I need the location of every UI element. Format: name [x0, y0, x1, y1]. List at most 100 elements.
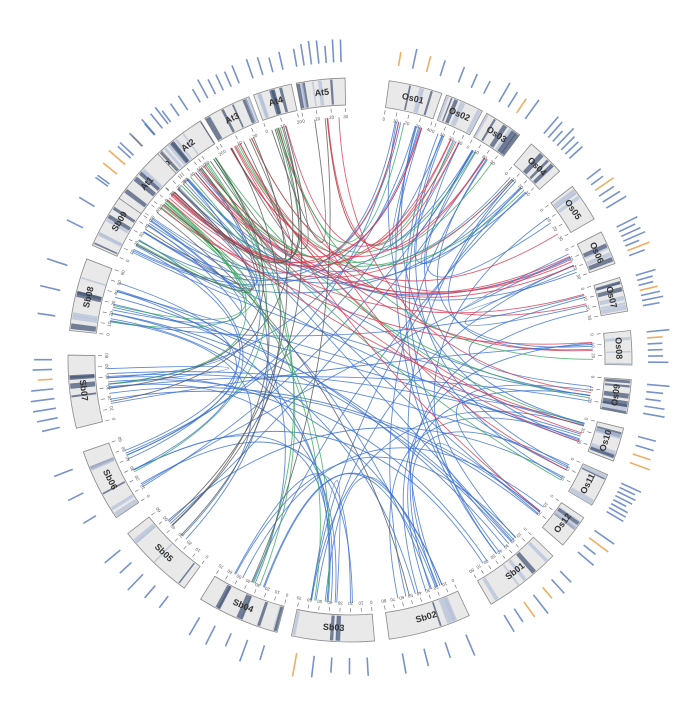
gene-label-mark	[159, 596, 168, 608]
axis-tick-label: 20	[348, 601, 354, 606]
gene-label-mark	[625, 240, 639, 246]
axis-tick-label: 30	[502, 543, 509, 550]
gene-label-mark	[279, 52, 283, 70]
synteny-link	[115, 297, 513, 539]
axis-tick-label: 20	[185, 539, 192, 546]
axis-tick	[180, 174, 183, 177]
axis-tick	[120, 258, 124, 260]
axis-tick-label: 30	[557, 235, 564, 242]
axis-tick-label: 0	[564, 247, 570, 252]
gene-label-mark	[609, 508, 626, 518]
synteny-link	[235, 474, 351, 603]
axis-tick-label: 0	[145, 493, 151, 498]
gene-label-mark	[192, 89, 200, 102]
axis-tick	[308, 605, 309, 609]
axis-tick-label: 0	[431, 129, 436, 135]
synteny-link	[111, 319, 333, 603]
axis-tick	[565, 234, 568, 236]
axis-tick-label: 0	[549, 494, 555, 499]
gene-label-mark	[301, 44, 304, 65]
gene-label-mark	[517, 99, 527, 113]
axis-tick	[577, 461, 581, 463]
axis-tick-label: 0	[125, 258, 131, 263]
axis-tick	[470, 140, 472, 143]
axis-tick	[412, 600, 413, 604]
axis-tick-label: 80	[381, 598, 387, 604]
axis-tick	[552, 214, 555, 216]
axis-tick	[198, 159, 200, 162]
axis-tick	[245, 585, 247, 589]
axis-tick-label: 20	[107, 395, 113, 401]
axis-tick	[187, 168, 190, 171]
axis-tick-label: 50	[120, 445, 127, 452]
axis-tick	[567, 480, 570, 482]
gene-label-mark	[533, 595, 548, 614]
gene-label-mark	[639, 282, 654, 286]
synteny-link	[157, 212, 409, 595]
gene-label-mark	[189, 617, 199, 635]
axis-tick	[438, 592, 439, 596]
axis-tick-label: 0	[580, 287, 586, 291]
gene-label-mark	[548, 122, 562, 138]
synteny-link	[408, 391, 591, 591]
gene-label-mark	[292, 653, 296, 676]
axis-tick	[216, 570, 218, 573]
axis-tick	[517, 174, 520, 177]
axis-tick	[583, 274, 587, 275]
axis-tick	[489, 566, 491, 569]
gene-label-mark	[294, 49, 297, 67]
axis-tick	[120, 461, 124, 463]
axis-tick	[202, 156, 204, 159]
axis-tick	[316, 110, 317, 114]
axis-tick	[435, 123, 436, 127]
axis-tick	[528, 532, 531, 535]
axis-tick-label: 10	[392, 118, 398, 124]
axis-tick-label: 0	[382, 116, 386, 121]
axis-tick-label: 0	[285, 592, 289, 598]
axis-tick	[302, 113, 303, 117]
axis-tick	[419, 118, 420, 122]
axis-tick-label: 50	[316, 599, 322, 605]
gene-label-mark	[367, 658, 368, 676]
axis-tick	[112, 441, 116, 442]
axis-tick-label: 70	[475, 563, 482, 570]
axis-tick	[254, 589, 256, 593]
axis-tick-label: 20	[448, 135, 455, 142]
gene-label-mark	[617, 492, 635, 501]
axis-tick-label: 10	[582, 295, 588, 302]
gene-label-mark	[208, 79, 215, 94]
axis-tick	[184, 546, 187, 549]
gene-label-mark	[589, 538, 608, 552]
axis-tick	[236, 135, 238, 139]
gene-label-mark	[445, 642, 450, 658]
axis-tick	[129, 239, 133, 241]
gene-label-mark	[68, 493, 83, 501]
gene-label-mark	[129, 133, 142, 146]
axis-tick	[572, 471, 576, 473]
gene-label-mark	[646, 392, 663, 394]
gene-label-mark	[648, 343, 663, 344]
synteny-link	[328, 118, 485, 250]
gene-label-mark	[151, 114, 163, 129]
axis-tick	[503, 555, 505, 558]
axis-tick-label: 0	[105, 333, 110, 337]
gene-label-mark	[637, 276, 652, 280]
gene-label-mark	[240, 640, 248, 662]
axis-tick-label: 10	[590, 342, 595, 348]
axis-tick-label: 0	[369, 600, 372, 605]
axis-tick	[431, 122, 432, 126]
gene-label-mark	[260, 645, 264, 660]
axis-tick-label: 10	[274, 589, 281, 595]
axis-tick-label: 60	[104, 353, 109, 359]
axis-tick-label: 40	[416, 590, 423, 596]
gene-label-mark	[198, 80, 208, 99]
axis-tick-label: 20	[252, 133, 259, 140]
axis-tick-label: 50	[407, 593, 414, 599]
axis-tick	[130, 480, 133, 482]
axis-tick-label: 10	[439, 132, 446, 139]
